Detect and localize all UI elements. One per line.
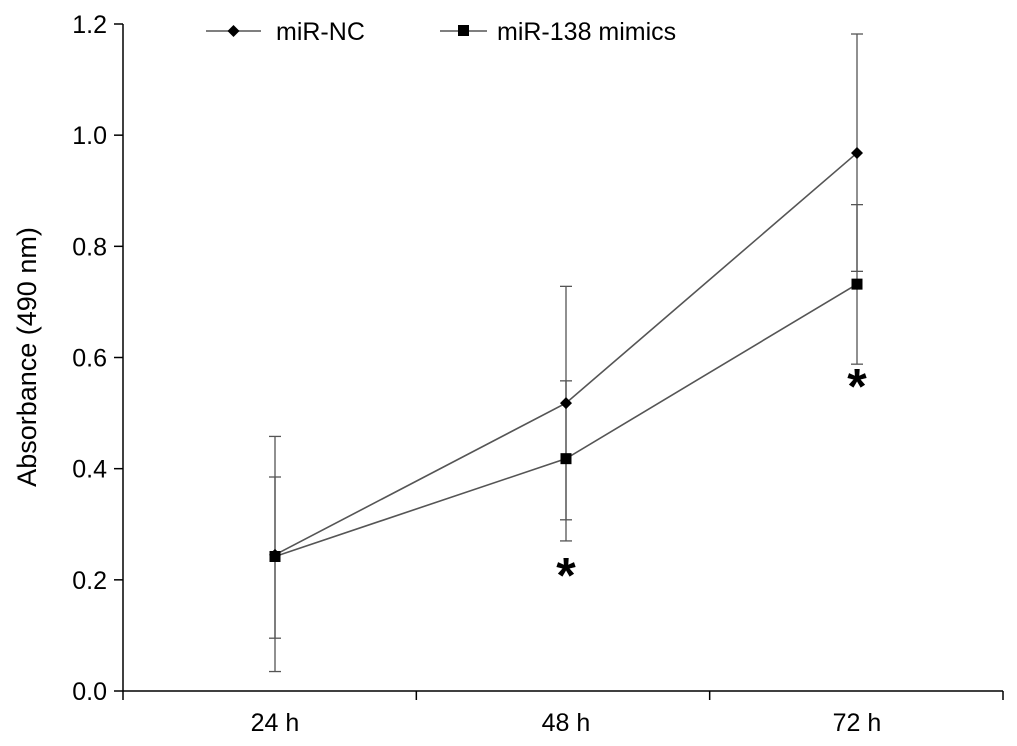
x-tick-label: 72 h	[833, 709, 882, 737]
legend-diamond-icon	[227, 25, 240, 37]
x-ticks: 24 h 48 h 72 h	[122, 691, 1004, 737]
significance-asterisk: *	[556, 547, 576, 603]
legend-square-icon	[458, 25, 469, 36]
y-tick-label: 0.0	[72, 678, 107, 706]
y-tick-label: 1.0	[72, 122, 107, 150]
data-point-mir-nc	[560, 397, 572, 410]
data-point-mir-138-mimics	[269, 550, 281, 562]
x-tick-label: 48 h	[542, 709, 591, 737]
x-tick-label: 24 h	[251, 709, 300, 737]
legend-label-mir-138-mimics: miR-138 mimics	[497, 18, 676, 46]
y-axis-title: Absorbance (490 nm)	[12, 227, 42, 487]
series-markers	[269, 146, 863, 562]
y-tick-label: 0.2	[72, 567, 107, 595]
legend: miR-NC miR-138 mimics	[206, 18, 676, 46]
y-ticks: 0.0 0.2 0.4 0.6 0.8 1.0 1.2	[72, 11, 123, 706]
y-tick-label: 1.2	[72, 11, 107, 39]
data-point-mir-nc	[851, 146, 863, 159]
data-point-mir-138-mimics	[560, 453, 572, 465]
significance-asterisk: *	[847, 358, 867, 414]
legend-item-mir-138-mimics: miR-138 mimics	[440, 18, 676, 46]
y-tick-label: 0.6	[72, 345, 107, 373]
data-point-mir-138-mimics	[851, 278, 863, 290]
annotations: **	[556, 358, 867, 603]
y-tick-label: 0.8	[72, 233, 107, 261]
legend-item-mir-nc: miR-NC	[206, 18, 365, 46]
y-tick-label: 0.4	[72, 456, 107, 484]
legend-label-mir-nc: miR-NC	[276, 18, 365, 46]
